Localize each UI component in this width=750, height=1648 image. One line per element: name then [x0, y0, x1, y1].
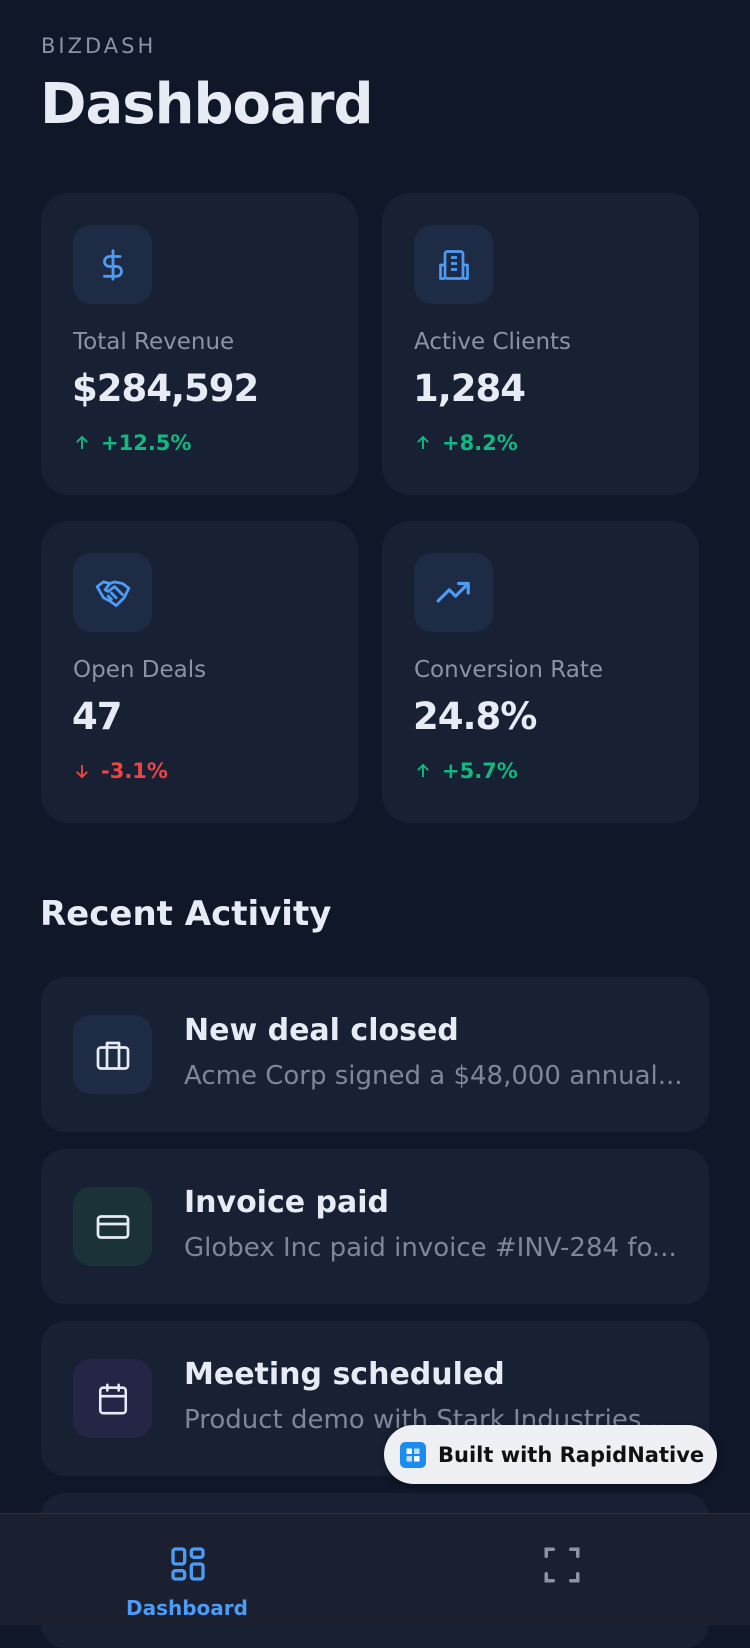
stat-card[interactable]: Open Deals 47 -3.1% — [41, 521, 358, 823]
stat-icon — [73, 225, 152, 304]
stat-change-text: +5.7% — [442, 759, 518, 783]
built-with-badge[interactable]: Built with RapidNative — [384, 1425, 717, 1484]
activity-icon — [73, 1015, 152, 1094]
activity-title: Meeting scheduled — [184, 1357, 505, 1392]
activity-title: New deal closed — [184, 1013, 459, 1048]
activity-description: Globex Inc paid invoice #INV-284 fo... — [184, 1233, 677, 1263]
stat-value: 24.8% — [413, 695, 537, 738]
activity-title: Invoice paid — [184, 1185, 390, 1220]
stat-card[interactable]: Total Revenue $284,592 +12.5% — [41, 193, 358, 495]
stat-card[interactable]: Conversion Rate 24.8% +5.7% — [382, 521, 699, 823]
stat-change-text: +12.5% — [101, 431, 192, 455]
stat-value: 47 — [72, 695, 122, 738]
stat-change: +12.5% — [73, 431, 191, 455]
activity-item[interactable]: New deal closed Acme Corp signed a $48,0… — [41, 977, 709, 1132]
nav-scan-icon[interactable] — [541, 1544, 583, 1586]
stat-label: Total Revenue — [73, 329, 235, 355]
stat-change-text: -3.1% — [101, 759, 168, 783]
stat-label: Conversion Rate — [414, 657, 603, 683]
badge-label: Built with RapidNative — [438, 1442, 705, 1467]
stat-label: Open Deals — [73, 657, 207, 683]
activity-item[interactable]: Meeting scheduled Product demo with Star… — [41, 1321, 709, 1476]
app-eyebrow: BIZDASH — [41, 34, 157, 58]
bottom-nav: Dashboard — [0, 1513, 750, 1625]
stat-change: +5.7% — [414, 759, 518, 783]
stat-label: Active Clients — [414, 329, 572, 355]
stat-value: $284,592 — [72, 367, 259, 410]
stat-value: 1,284 — [413, 367, 526, 410]
activity-icon — [73, 1359, 152, 1438]
activity-icon — [73, 1187, 152, 1266]
badge-logo — [400, 1441, 426, 1468]
nav-label[interactable]: Dashboard — [126, 1596, 248, 1620]
activity-description: Acme Corp signed a $48,000 annual... — [184, 1061, 683, 1091]
stat-card[interactable]: Active Clients 1,284 +8.2% — [382, 193, 699, 495]
stat-icon — [414, 225, 493, 304]
activity-item[interactable]: Invoice paid Globex Inc paid invoice #IN… — [41, 1149, 709, 1304]
stat-change: +8.2% — [414, 431, 518, 455]
stat-icon — [73, 553, 152, 632]
page-title: Dashboard — [40, 72, 374, 137]
stat-icon — [414, 553, 493, 632]
stat-change: -3.1% — [73, 759, 168, 783]
section-title: Recent Activity — [40, 894, 332, 934]
nav-dashboard-icon[interactable] — [168, 1544, 208, 1584]
stat-change-text: +8.2% — [442, 431, 518, 455]
